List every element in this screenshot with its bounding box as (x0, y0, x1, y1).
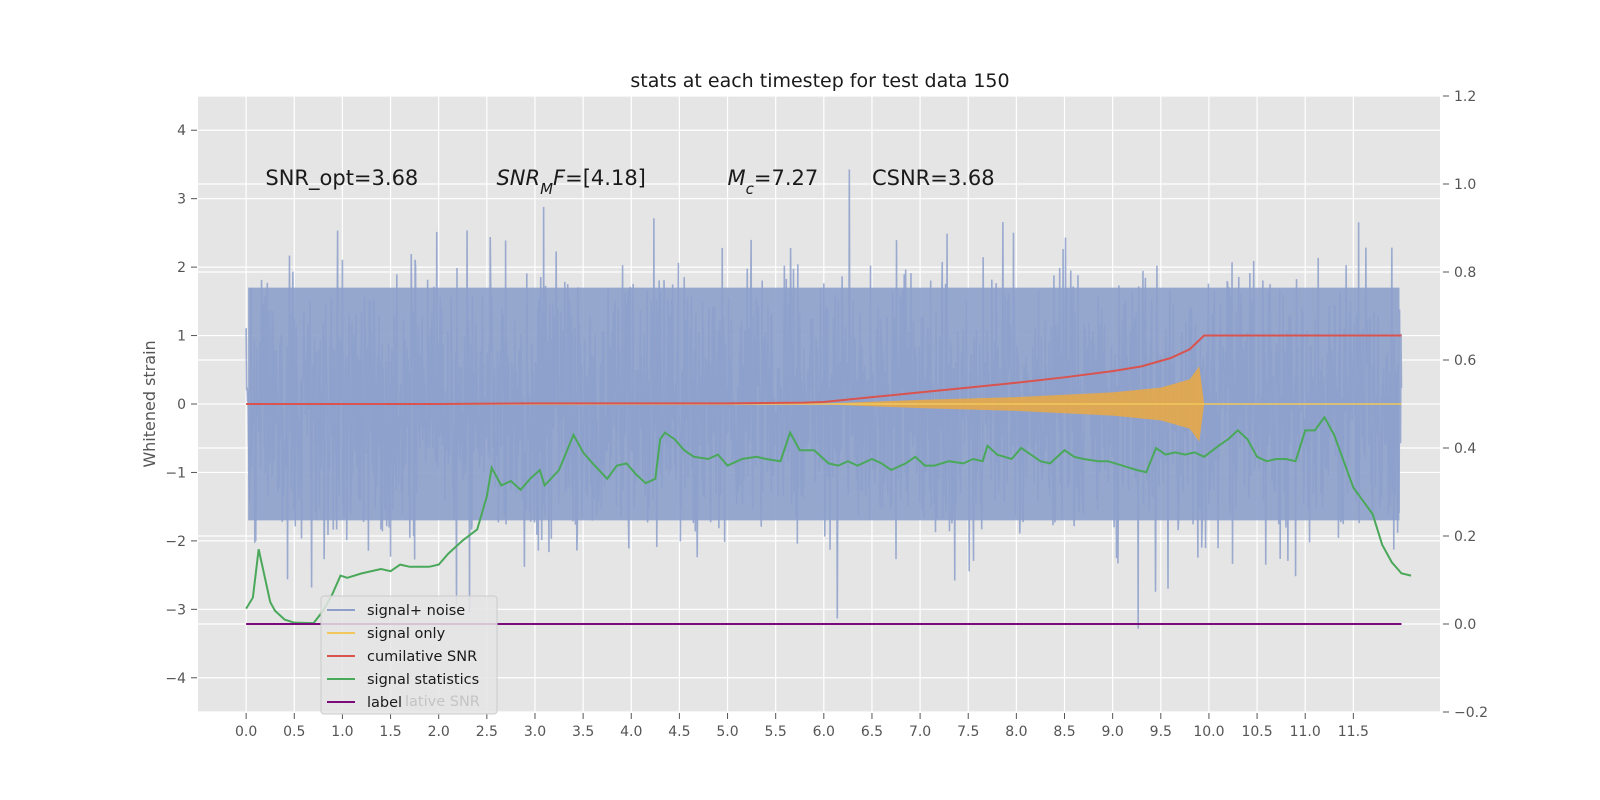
legend-label: signal only (367, 626, 446, 642)
y-axis-label: Whitened strain (140, 340, 159, 467)
legend-label: signal statistics (367, 672, 479, 688)
x-tick-label: 11.5 (1338, 724, 1369, 740)
y-tick-label: 1 (177, 329, 186, 345)
y2-tick-label: −0.2 (1454, 705, 1488, 721)
x-tick-label: 5.0 (716, 724, 738, 740)
x-tick-label: 3.5 (572, 724, 594, 740)
y2-tick-label: 1.2 (1454, 89, 1476, 105)
y-tick-label: −4 (165, 671, 186, 687)
x-tick-label: 0.5 (283, 724, 305, 740)
annotation-text: CSNR=3.68 (872, 166, 995, 190)
legend-label: label (367, 695, 402, 711)
y2-tick-label: 0.0 (1454, 617, 1476, 633)
x-tick-label: 4.5 (668, 724, 690, 740)
annotation-part: M (728, 166, 746, 190)
x-tick-label: 2.0 (428, 724, 450, 740)
x-tick-label: 4.0 (620, 724, 642, 740)
x-tick-label: 3.0 (524, 724, 546, 740)
annotation-part: SNR (496, 166, 540, 190)
chart-title: stats at each timestep for test data 150 (630, 70, 1009, 92)
y2-tick-label: 0.8 (1454, 265, 1476, 281)
x-tick-label: 9.0 (1102, 724, 1124, 740)
y-tick-label: −2 (165, 534, 186, 550)
y2-tick-label: 0.2 (1454, 529, 1476, 545)
annotation-text: SNRMF=[4.18] (496, 166, 645, 198)
x-tick-label: 10.5 (1241, 724, 1272, 740)
y2-axis-ticks: −0.2 0.0 0.2 0.4 0.6 0.8 1.0 1.2 (1443, 89, 1488, 721)
y-axis-ticks: −4 −3 −2 −1 0 1 2 3 4 (165, 123, 197, 687)
annotation-text: Mc=7.27 (728, 166, 819, 198)
x-tick-label: 8.0 (1005, 724, 1027, 740)
x-tick-label: 0.0 (235, 724, 257, 740)
annotation-part: c (746, 180, 755, 198)
y2-tick-label: 1.0 (1454, 177, 1476, 193)
x-axis-ticks: 0.0 0.5 1.0 1.5 2.0 2.5 3.0 3.5 4.0 4.5 5.0 5.5 6.0 6… (235, 713, 1369, 740)
series-cumilative-snr (246, 334, 1402, 405)
annotation-part: =[4.18] (565, 166, 646, 190)
y-tick-label: 3 (177, 192, 186, 208)
x-tick-label: 11.0 (1290, 724, 1321, 740)
y-tick-label: 0 (177, 397, 186, 413)
annotation-part: M (540, 180, 553, 198)
annotations: SNR_opt=3.68 SNRMF=[4.18] Mc=7.27 CSNR=3.68 (265, 166, 994, 198)
y2-tick-label: 0.6 (1454, 353, 1476, 369)
x-tick-label: 7.0 (909, 724, 931, 740)
y2-tick-label: 0.4 (1454, 441, 1476, 457)
legend-ghost-text: lative SNR (405, 694, 480, 710)
x-tick-label: 1.0 (331, 724, 353, 740)
y-tick-label: −1 (165, 465, 186, 481)
x-tick-label: 6.5 (861, 724, 883, 740)
legend: lative SNR signal+ noise signal only cumila… (320, 595, 498, 715)
x-tick-label: 6.0 (813, 724, 835, 740)
series-signal-statistics (245, 415, 1412, 625)
y-tick-label: 2 (177, 260, 186, 276)
x-tick-label: 7.5 (957, 724, 979, 740)
annotation-part: F (553, 166, 566, 190)
annotation-part: =7.27 (754, 166, 818, 190)
x-tick-label: 9.5 (1150, 724, 1172, 740)
y-tick-label: −3 (165, 602, 186, 618)
x-tick-label: 1.5 (379, 724, 401, 740)
x-tick-label: 2.5 (476, 724, 498, 740)
x-tick-label: 10.0 (1193, 724, 1224, 740)
annotation-part: CSNR=3.68 (872, 166, 995, 190)
annotation-part: SNR_opt=3.68 (265, 166, 418, 191)
legend-label: cumilative SNR (367, 649, 477, 665)
x-tick-label: 5.5 (765, 724, 787, 740)
y-tick-label: 4 (177, 123, 186, 139)
x-tick-label: 8.5 (1053, 724, 1075, 740)
legend-box (320, 595, 498, 715)
legend-label: signal+ noise (367, 603, 465, 619)
annotation-text: SNR_opt=3.68 (265, 166, 418, 191)
